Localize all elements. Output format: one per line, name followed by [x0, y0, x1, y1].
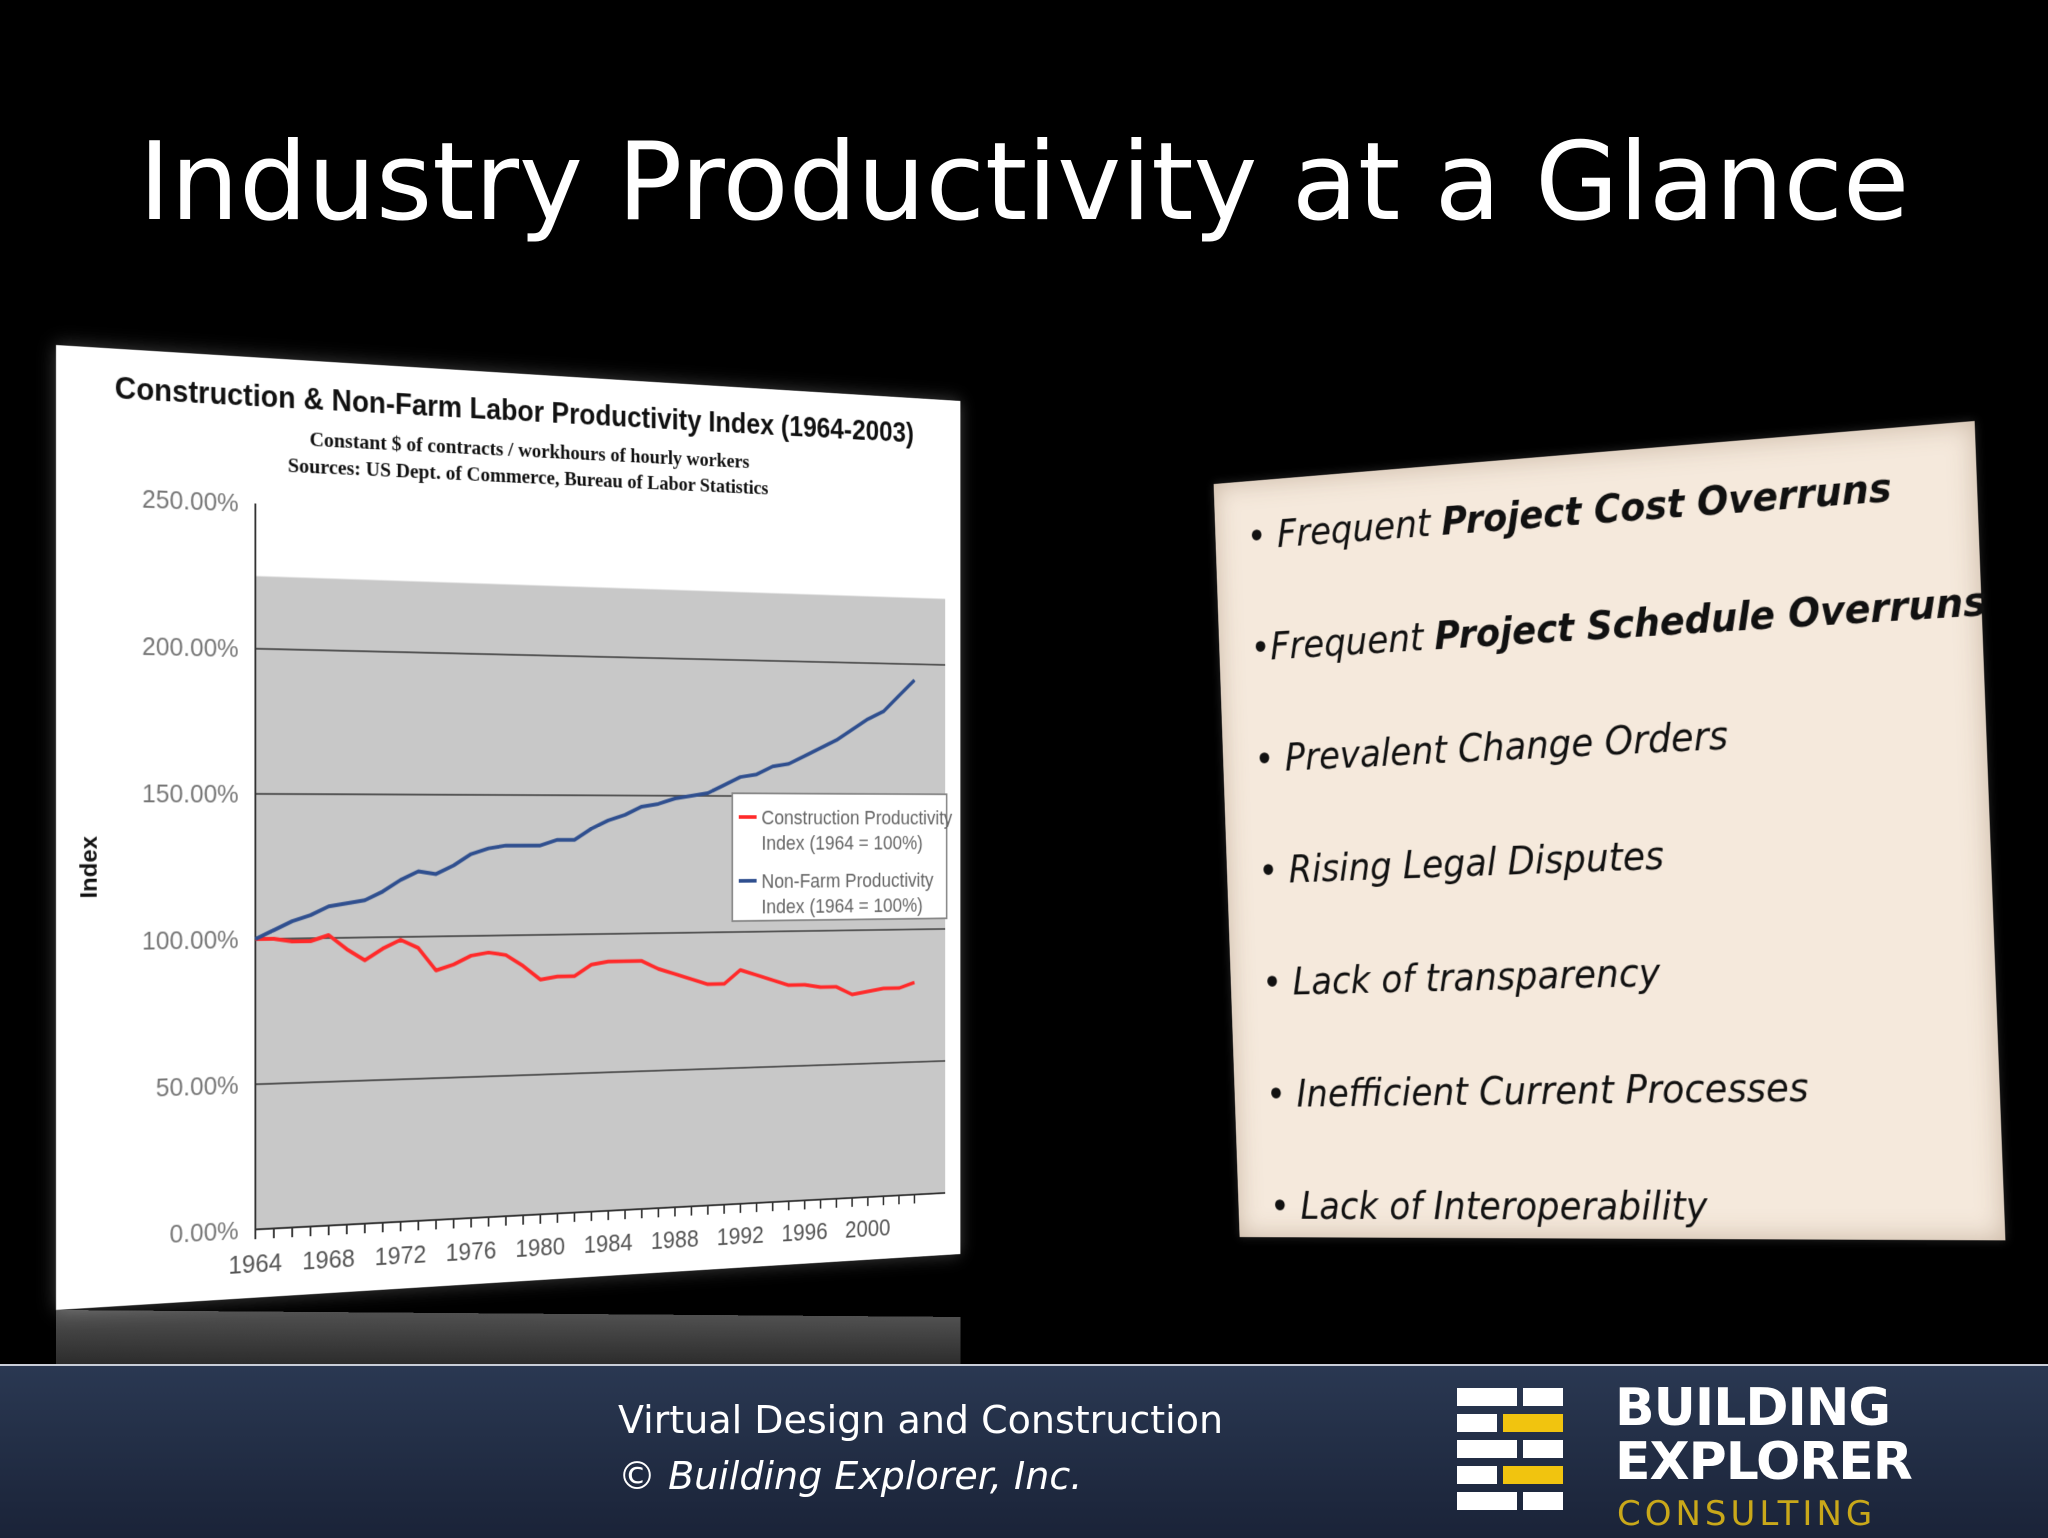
y-tick-label: 0.00%: [170, 1217, 239, 1248]
chart-panel: Construction & Non-Farm Labor Productivi…: [56, 345, 960, 1310]
logo-word-explorer: EXPLORER: [1615, 1432, 1912, 1492]
y-axis-label: Index: [77, 835, 102, 898]
footer-line-1: Virtual Design and Construction: [618, 1398, 1223, 1442]
x-tick-label: 1964: [229, 1249, 283, 1280]
x-tick-label: 1992: [717, 1222, 764, 1251]
x-tick-label: 1996: [782, 1219, 828, 1247]
x-tick-label: 1984: [584, 1230, 633, 1259]
footer-line-2: © Building Explorer, Inc.: [618, 1454, 1082, 1498]
y-tick-label: 200.00%: [142, 633, 239, 663]
legend-label: Index (1964 = 100%): [761, 831, 922, 854]
footer-bar: Virtual Design and Construction © Buildi…: [0, 1364, 2048, 1538]
line-chart: 0.00% 50.00% 100.00% 150.00% 200.00% 250.00% 1…: [56, 345, 960, 1310]
y-tick-label: 150.00%: [142, 780, 239, 808]
logo-word-building: BUILDING: [1615, 1378, 1890, 1438]
bullet-panel: • Frequent Project Cost Overruns •Freque…: [1214, 421, 2006, 1240]
bullet-item: • Inefficient Current Processes: [1265, 1051, 2008, 1174]
logo-word-consulting: CONSULTING: [1617, 1494, 1876, 1534]
x-tick-label: 1972: [375, 1241, 426, 1271]
legend-label: Construction Productivity: [761, 806, 952, 829]
bullet-list: • Frequent Project Cost Overruns •Freque…: [1246, 446, 2013, 1293]
legend-label: Index (1964 = 100%): [761, 894, 922, 919]
slide-title: Industry Productivity at a Glance: [0, 120, 2048, 245]
bullet-card: • Frequent Project Cost Overruns •Freque…: [1214, 421, 2006, 1240]
legend-label: Non-Farm Productivity: [761, 869, 933, 893]
x-tick-label: 1976: [446, 1237, 497, 1267]
y-tick-label: 250.00%: [142, 486, 239, 518]
x-tick-label: 1988: [651, 1226, 699, 1255]
y-tick-label: 100.00%: [142, 926, 239, 955]
x-tick-label: 1980: [515, 1233, 565, 1262]
chart-card: Construction & Non-Farm Labor Productivi…: [56, 345, 960, 1310]
logo-mark-icon: [1455, 1382, 1605, 1532]
y-tick-label: 50.00%: [156, 1072, 239, 1103]
x-tick-label: 1968: [302, 1245, 354, 1275]
bullet-item: • Lack of transparency: [1261, 930, 2003, 1063]
x-tick-label: 2000: [845, 1215, 890, 1243]
company-logo: BUILDING EXPLORER CONSULTING: [1455, 1382, 1915, 1532]
bullet-item: • Lack of Interoperability: [1269, 1172, 2012, 1293]
